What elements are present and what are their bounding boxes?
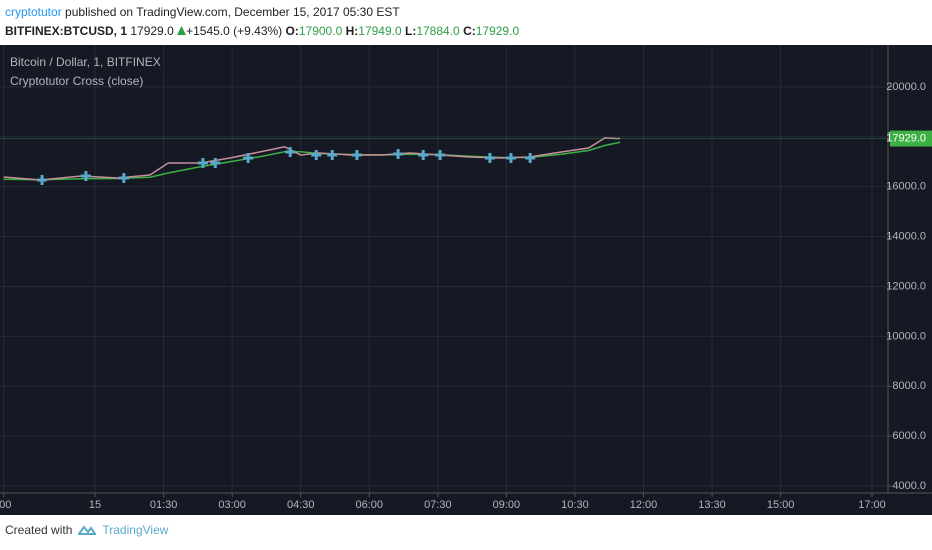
cross-marker bbox=[435, 150, 446, 161]
cross-marker bbox=[505, 152, 516, 163]
cross-marker bbox=[80, 170, 91, 181]
ohlc-label: O: bbox=[285, 24, 299, 38]
publish-info: published on TradingView.com, December 1… bbox=[65, 5, 400, 19]
publish-line: cryptotutor published on TradingView.com… bbox=[5, 5, 400, 19]
price: 17929.0 bbox=[130, 24, 174, 38]
x-tick-label: 10:30 bbox=[561, 499, 589, 511]
x-tick-label: 13:30 bbox=[698, 499, 726, 511]
ohlc-label: C: bbox=[463, 24, 476, 38]
cross-marker bbox=[197, 157, 208, 168]
cross-marker bbox=[210, 157, 221, 168]
ohlc-value: 17900.0 bbox=[298, 24, 343, 38]
cross-marker bbox=[393, 149, 404, 160]
ohlc-value: 17884.0 bbox=[416, 24, 460, 38]
x-tick-label: 15:00 bbox=[767, 499, 795, 511]
x-tick-label: 06:00 bbox=[356, 499, 384, 511]
ohlc: O:17900.0 H:17949.0 L:17884.0 C:17929.0 bbox=[286, 24, 520, 38]
last-price-box bbox=[890, 130, 932, 147]
cross-marker bbox=[118, 172, 129, 183]
last-price-label: 17929.0 bbox=[886, 132, 926, 144]
chart: 4000.0 6000.0 8000.0 10000.0 12000.0 14000.0 1… bbox=[0, 45, 932, 515]
x-tick-label: 12:00 bbox=[630, 499, 658, 511]
x-tick-label: :00 bbox=[0, 499, 11, 511]
ohlc-label: L: bbox=[405, 24, 417, 38]
cross-marker bbox=[525, 152, 536, 163]
ohlc-label: H: bbox=[345, 24, 359, 38]
x-tick-label: 07:30 bbox=[424, 499, 452, 511]
cross-marker bbox=[418, 150, 429, 161]
y-tick-label: 6000.0 bbox=[892, 430, 926, 442]
y-tick-label: 8000.0 bbox=[892, 380, 926, 392]
cross-marker bbox=[243, 152, 254, 163]
cross-marker bbox=[285, 147, 296, 158]
change: +1545.0 (+9.43%) bbox=[186, 24, 283, 38]
plot: 17929.0 bbox=[0, 130, 932, 185]
x-tick-label: 03:00 bbox=[218, 499, 246, 511]
symbol: BITFINEX:BTCUSD, 1 bbox=[5, 24, 128, 38]
chart-title: Bitcoin / Dollar, 1, BITFINEX bbox=[10, 55, 161, 69]
brand-link[interactable]: TradingView bbox=[102, 523, 169, 537]
y-tick-label: 12000.0 bbox=[886, 280, 926, 292]
y-tick-label: 14000.0 bbox=[886, 230, 926, 242]
up-arrow bbox=[177, 26, 187, 35]
x-tick-label: 09:00 bbox=[493, 499, 521, 511]
chart-background bbox=[0, 45, 932, 515]
price-line bbox=[3, 137, 621, 181]
y-tick-label: 10000.0 bbox=[886, 330, 926, 342]
y-tick-label: 4000.0 bbox=[892, 480, 926, 492]
cross-marker bbox=[37, 174, 48, 185]
cross-marker bbox=[311, 150, 322, 161]
indicator-title: Cryptotutor Cross (close) bbox=[10, 74, 143, 88]
y-tick-label: 20000.0 bbox=[886, 81, 926, 93]
footer: Created with TradingView bbox=[5, 523, 168, 537]
x-tick-label: 17:00 bbox=[858, 499, 886, 511]
tv-logo bbox=[78, 525, 97, 535]
cross-marker bbox=[327, 150, 338, 161]
x-tick-label: 04:30 bbox=[287, 499, 315, 511]
y-tick-label: 16000.0 bbox=[886, 181, 926, 193]
ohlc-value: 17949.0 bbox=[358, 24, 402, 38]
cross-marker bbox=[351, 150, 362, 161]
x-tick-label: 01:30 bbox=[150, 499, 178, 511]
symbol-line: BITFINEX:BTCUSD, 1 17929.0 +1545.0 (+9.4… bbox=[5, 24, 519, 38]
grid: 4000.0 6000.0 8000.0 10000.0 12000.0 14000.0 1… bbox=[0, 45, 926, 511]
created-with: Created with bbox=[5, 523, 73, 537]
ohlc-value: 17929.0 bbox=[475, 24, 520, 38]
x-tick-label: 15 bbox=[89, 499, 101, 511]
cross-marker bbox=[484, 152, 495, 163]
author-link[interactable]: cryptotutor bbox=[5, 5, 62, 19]
